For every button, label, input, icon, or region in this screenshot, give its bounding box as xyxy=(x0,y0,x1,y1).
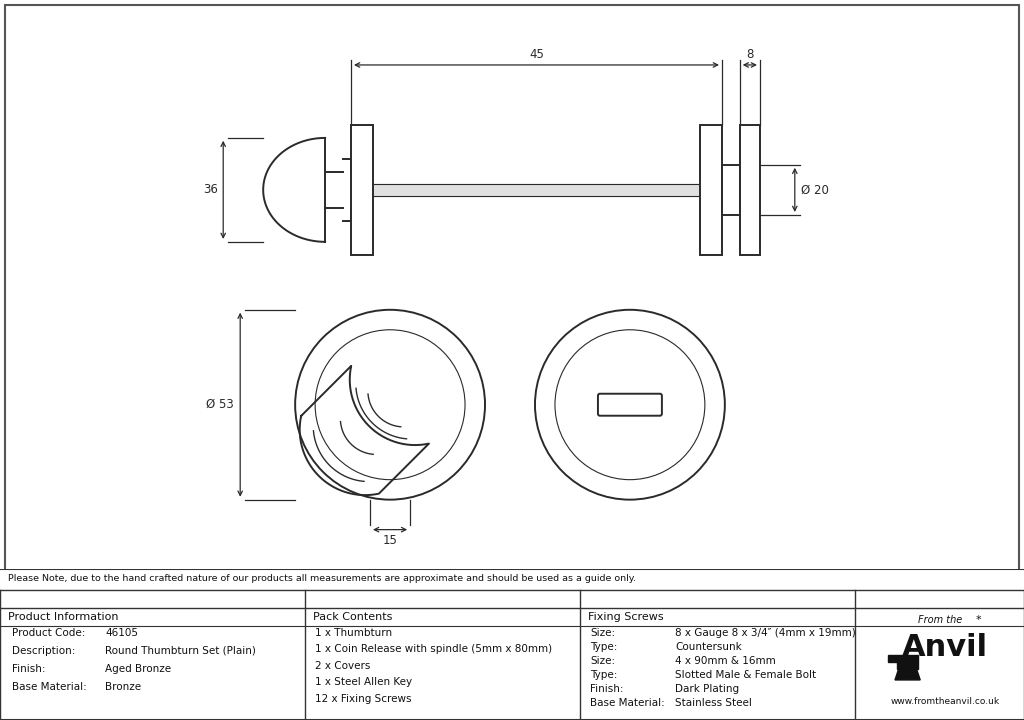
Circle shape xyxy=(535,310,725,500)
Text: Please Note, due to the hand crafted nature of our products all measurements are: Please Note, due to the hand crafted nat… xyxy=(8,575,636,583)
Text: 2 x Covers: 2 x Covers xyxy=(315,661,371,671)
Text: Base Material:: Base Material: xyxy=(590,698,665,708)
Polygon shape xyxy=(888,654,897,662)
Text: 1 x Steel Allen Key: 1 x Steel Allen Key xyxy=(315,678,412,688)
Text: 12 x Fixing Screws: 12 x Fixing Screws xyxy=(315,694,412,704)
Bar xyxy=(699,125,722,255)
Text: Size:: Size: xyxy=(590,656,615,666)
Bar xyxy=(740,125,760,255)
FancyBboxPatch shape xyxy=(598,394,662,415)
Text: Type:: Type: xyxy=(590,670,617,680)
Polygon shape xyxy=(897,654,919,669)
Text: Dark Plating: Dark Plating xyxy=(675,684,739,694)
Circle shape xyxy=(295,310,485,500)
Circle shape xyxy=(315,330,465,480)
Text: www.fromtheanvil.co.uk: www.fromtheanvil.co.uk xyxy=(891,698,999,706)
Text: Fixing Screws: Fixing Screws xyxy=(588,612,664,622)
Text: Pack Contents: Pack Contents xyxy=(313,612,392,622)
Text: 15: 15 xyxy=(383,534,397,546)
Text: From the: From the xyxy=(918,615,963,625)
Text: Finish:: Finish: xyxy=(590,684,624,694)
Polygon shape xyxy=(895,669,921,680)
Text: Countersunk: Countersunk xyxy=(675,642,741,652)
Text: Type:: Type: xyxy=(590,642,617,652)
Text: Description:: Description: xyxy=(12,646,76,656)
Text: Product Code:: Product Code: xyxy=(12,628,85,638)
Text: Product Information: Product Information xyxy=(8,612,119,622)
Circle shape xyxy=(555,330,705,480)
Text: 4 x 90mm & 16mm: 4 x 90mm & 16mm xyxy=(675,656,776,666)
Text: Ø 53: Ø 53 xyxy=(207,398,234,411)
Text: Anvil: Anvil xyxy=(902,634,988,662)
Text: Size:: Size: xyxy=(590,628,615,638)
Text: Base Material:: Base Material: xyxy=(12,682,87,692)
Text: 8 x Gauge 8 x 3/4″ (4mm x 19mm): 8 x Gauge 8 x 3/4″ (4mm x 19mm) xyxy=(675,628,856,638)
Bar xyxy=(0,569,1024,590)
Text: Finish:: Finish: xyxy=(12,664,45,674)
Text: Bronze: Bronze xyxy=(105,682,141,692)
Text: Round Thumbturn Set (Plain): Round Thumbturn Set (Plain) xyxy=(105,646,256,656)
Text: Stainless Steel: Stainless Steel xyxy=(675,698,752,708)
Text: Aged Bronze: Aged Bronze xyxy=(105,664,171,674)
Text: 46105: 46105 xyxy=(105,628,138,638)
Text: 36: 36 xyxy=(204,184,218,197)
Text: 8: 8 xyxy=(746,48,754,61)
Bar xyxy=(351,125,373,255)
Text: Slotted Male & Female Bolt: Slotted Male & Female Bolt xyxy=(675,670,816,680)
Bar xyxy=(722,165,740,215)
Text: 45: 45 xyxy=(529,48,544,61)
Text: *: * xyxy=(975,615,981,625)
Text: 1 x Thumbturn: 1 x Thumbturn xyxy=(315,628,392,638)
Text: 1 x Coin Release with spindle (5mm x 80mm): 1 x Coin Release with spindle (5mm x 80m… xyxy=(315,644,552,654)
Text: Ø 20: Ø 20 xyxy=(801,184,828,197)
